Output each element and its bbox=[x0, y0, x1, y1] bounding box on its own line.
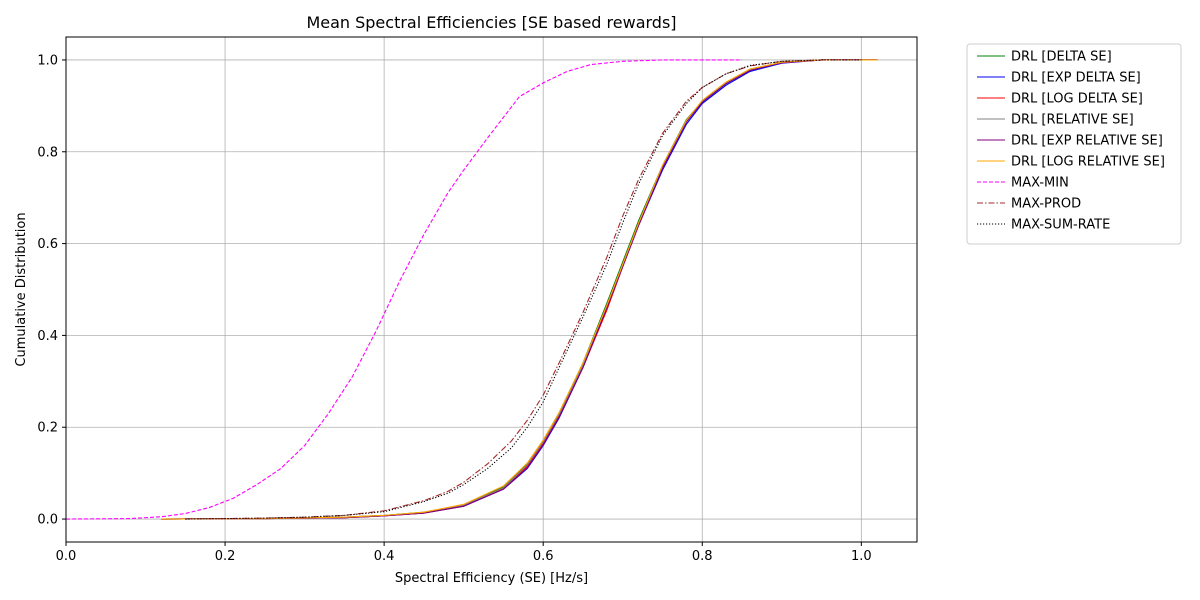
y-tick-label: 0.8 bbox=[37, 145, 58, 160]
y-tick-label: 0.6 bbox=[37, 237, 58, 252]
y-tick-label: 0.2 bbox=[37, 421, 58, 436]
y-tick-label: 0.0 bbox=[37, 513, 58, 528]
x-tick-label: 0.2 bbox=[215, 549, 236, 564]
x-tick-label: 0.0 bbox=[56, 549, 77, 564]
x-tick-label: 1.0 bbox=[851, 549, 872, 564]
series-line bbox=[161, 59, 878, 520]
plot-frame bbox=[65, 36, 918, 543]
legend-label: DRL [DELTA SE] bbox=[1011, 50, 1112, 65]
x-tick-label: 0.4 bbox=[374, 549, 395, 564]
series-lines bbox=[65, 59, 878, 520]
series-line bbox=[185, 59, 862, 520]
axis-ticks: 0.0 0.2 0.4 0.6 0.8 1.0 0.0 0.2 0.4 0.6 0.8 1.0 bbox=[37, 53, 871, 564]
legend: DRL [DELTA SE] DRL [EXP DELTA SE] DRL [LOG… bbox=[966, 43, 1182, 245]
legend-label: DRL [EXP RELATIVE SE] bbox=[1011, 134, 1163, 149]
x-axis-label: Spectral Efficiency (SE) [Hz/s] bbox=[395, 571, 588, 586]
series-line bbox=[161, 59, 878, 520]
y-tick-label: 1.0 bbox=[37, 53, 58, 68]
y-tick-label: 0.4 bbox=[37, 329, 58, 344]
legend-label: DRL [LOG DELTA SE] bbox=[1011, 92, 1143, 107]
series-line bbox=[161, 59, 878, 520]
legend-box bbox=[966, 43, 1182, 245]
series-line bbox=[161, 59, 878, 520]
legend-label: MAX-SUM-RATE bbox=[1011, 218, 1110, 233]
legend-label: DRL [RELATIVE SE] bbox=[1011, 113, 1134, 128]
series-line bbox=[65, 59, 743, 520]
x-tick-label: 0.8 bbox=[692, 549, 713, 564]
series-line bbox=[161, 59, 878, 520]
legend-label: MAX-MIN bbox=[1011, 176, 1069, 191]
series-line bbox=[161, 59, 878, 520]
legend-label: DRL [EXP DELTA SE] bbox=[1011, 71, 1141, 86]
legend-label: DRL [LOG RELATIVE SE] bbox=[1011, 155, 1165, 170]
legend-label: MAX-PROD bbox=[1011, 197, 1081, 212]
grid bbox=[65, 37, 917, 542]
series-line bbox=[185, 59, 862, 520]
x-tick-label: 0.6 bbox=[533, 549, 554, 564]
y-axis-label: Cumulative Distribution bbox=[14, 212, 29, 366]
chart-title: Mean Spectral Efficiencies [SE based rew… bbox=[306, 13, 676, 32]
